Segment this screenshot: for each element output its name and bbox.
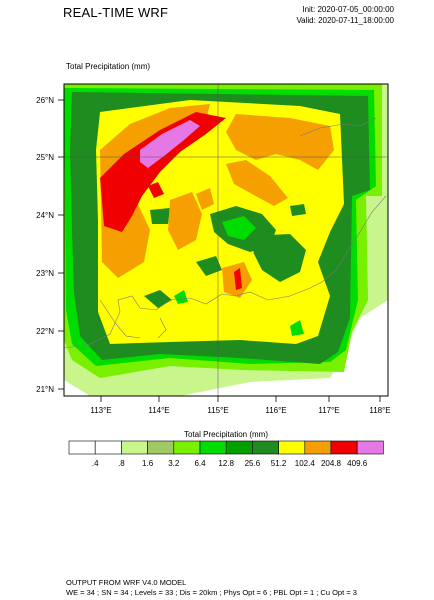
precip-mid-patch [290, 320, 304, 336]
legend-swatch [225, 440, 253, 455]
precip-dark-patch [196, 256, 222, 276]
legend-level-label: 51.2 [271, 459, 287, 468]
precip-dark-patch [250, 234, 306, 282]
field-label: Total Precipitation (mm) [66, 62, 151, 71]
lon-tick-label: 118°E [369, 406, 390, 415]
lon-tick-label: 117°E [318, 406, 339, 415]
precip-dark-patch [150, 208, 170, 224]
legend-level-label: 204.8 [321, 459, 342, 468]
legend-level-label: 12.8 [218, 459, 234, 468]
legend-level-label: 1.6 [142, 459, 154, 468]
legend-level-label: 25.6 [245, 459, 261, 468]
footer-model: OUTPUT FROM WRF V4.0 MODEL [66, 578, 187, 587]
precip-red [148, 182, 164, 198]
legend-swatch [278, 440, 306, 455]
lon-tick-label: 113°E [90, 406, 111, 415]
precip-mid-patch [222, 216, 256, 240]
legend-swatch [173, 440, 201, 455]
legend-level-label: 3.2 [168, 459, 180, 468]
init-time: Init: 2020-07-05_00:00:00 [302, 5, 394, 14]
lat-tick-label: 21°N [36, 385, 54, 394]
precip-orange [168, 192, 202, 250]
legend-labels: .4 .8 1.6 3.2 6.4 12.8 25.6 51.2 102.4 204.8 409.6 [92, 459, 368, 468]
legend-swatch [199, 440, 227, 455]
precip-orange [100, 104, 210, 278]
chart-title: REAL-TIME WRF [63, 5, 169, 20]
precip-orange [226, 114, 334, 170]
precip-field [64, 84, 388, 396]
lon-tick-label: 114°E [148, 406, 169, 415]
precip-red [234, 268, 242, 290]
lon-tick-label: 115°E [207, 406, 228, 415]
legend-swatch [304, 440, 332, 455]
legend-swatch [252, 440, 279, 455]
legend-level-label: 102.4 [295, 459, 316, 468]
coastline [64, 117, 387, 349]
legend-swatch [356, 440, 384, 455]
lat-tick-label: 26°N [36, 96, 54, 105]
precip-red [100, 112, 226, 232]
lon-tick-label: 116°E [265, 406, 286, 415]
precip-orange [196, 188, 214, 210]
map-frame [63, 83, 389, 397]
legend-level-label: 6.4 [194, 459, 206, 468]
legend-swatch [121, 440, 148, 455]
footer-config: WE = 34 ; SN = 34 ; Levels = 33 ; Dis = … [66, 588, 357, 597]
legend-swatch [68, 440, 96, 455]
lat-tick-label: 22°N [36, 327, 54, 336]
legend-level-label: .4 [92, 459, 99, 468]
precip-mid-patch [174, 290, 188, 304]
precip-magenta [140, 120, 200, 168]
legend-swatch [330, 440, 358, 455]
legend-colorbar [68, 440, 384, 455]
graticule [64, 84, 388, 396]
legend-level-label: .8 [118, 459, 125, 468]
lat-tick-label: 24°N [36, 211, 54, 220]
legend-swatch [147, 440, 175, 455]
lat-tick-label: 25°N [36, 153, 54, 162]
precip-dark-patch [290, 204, 306, 216]
precip-orange [226, 160, 288, 206]
legend-title: Total Precipitation (mm) [184, 430, 268, 439]
legend-swatch [94, 440, 122, 455]
legend-level-label: 409.6 [347, 459, 368, 468]
lat-tick-marks [58, 99, 381, 402]
lat-tick-label: 23°N [36, 269, 54, 278]
valid-time: Valid: 2020-07-11_18:00:00 [296, 16, 394, 25]
